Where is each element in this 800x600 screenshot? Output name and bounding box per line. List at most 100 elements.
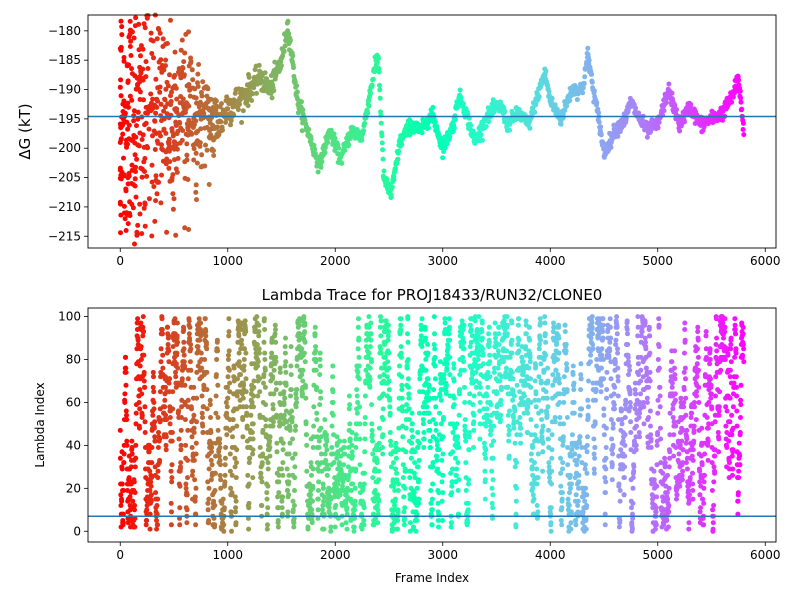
data-point	[155, 475, 161, 481]
data-point	[174, 106, 180, 112]
data-point	[182, 417, 188, 423]
data-point	[144, 173, 150, 179]
data-point	[423, 335, 428, 341]
y-tick-label: −205	[48, 171, 81, 185]
data-point	[194, 129, 200, 135]
data-point	[366, 324, 372, 330]
data-point	[527, 125, 533, 131]
data-point	[357, 462, 363, 468]
data-point	[265, 505, 271, 511]
data-point	[519, 354, 525, 360]
data-point	[124, 62, 130, 68]
data-point	[185, 427, 191, 433]
data-point	[151, 55, 156, 61]
data-point	[213, 393, 219, 399]
data-point	[551, 320, 556, 326]
data-point	[302, 322, 308, 328]
data-point	[249, 98, 255, 103]
data-point	[589, 324, 595, 330]
data-point	[432, 354, 438, 360]
data-point	[434, 442, 440, 448]
data-point	[316, 479, 322, 485]
data-point	[430, 417, 436, 423]
data-point	[136, 143, 142, 149]
data-point	[294, 83, 300, 89]
data-point	[317, 402, 323, 408]
data-point	[558, 455, 563, 461]
data-point	[188, 367, 194, 373]
data-point	[425, 342, 431, 347]
data-point	[539, 417, 545, 423]
data-point	[618, 447, 624, 453]
data-point	[398, 322, 404, 328]
data-point	[158, 200, 164, 206]
data-point	[509, 350, 515, 356]
data-point	[369, 421, 375, 427]
data-point	[532, 460, 537, 466]
data-point	[330, 400, 336, 405]
data-point	[167, 376, 173, 382]
data-point	[369, 82, 375, 88]
data-point	[402, 485, 408, 491]
data-point	[585, 404, 591, 410]
data-point	[354, 387, 360, 393]
data-point	[158, 57, 164, 63]
data-point	[394, 470, 400, 476]
data-point	[394, 526, 400, 532]
data-point	[179, 404, 185, 410]
data-point	[173, 374, 179, 380]
data-point	[117, 165, 123, 171]
data-point	[538, 380, 544, 386]
y-tick-label: −190	[48, 83, 81, 97]
data-point	[123, 365, 129, 371]
data-point	[622, 415, 628, 420]
data-point	[378, 350, 384, 356]
data-point	[738, 95, 744, 101]
data-point	[532, 432, 538, 438]
data-point	[204, 406, 210, 412]
data-point	[121, 55, 127, 60]
data-point	[154, 503, 160, 508]
data-point	[278, 63, 284, 69]
data-point	[533, 391, 539, 397]
data-point	[434, 457, 440, 463]
data-point	[183, 481, 189, 487]
data-point	[356, 363, 362, 369]
data-point	[138, 70, 144, 76]
data-point	[152, 218, 158, 224]
data-point	[204, 342, 209, 347]
data-point	[458, 94, 464, 100]
data-point	[359, 526, 365, 532]
data-point	[193, 511, 199, 517]
data-point	[240, 395, 246, 401]
data-point	[498, 397, 504, 403]
data-point	[417, 372, 423, 378]
data-point	[420, 417, 426, 423]
data-point	[615, 374, 621, 380]
data-point	[163, 434, 169, 440]
data-point	[205, 86, 211, 92]
data-point	[254, 314, 260, 320]
y-tick: −210	[48, 200, 88, 214]
data-point	[246, 505, 252, 511]
data-point	[604, 395, 609, 401]
data-point	[507, 354, 513, 360]
data-point	[380, 406, 386, 412]
data-point	[151, 406, 157, 412]
data-point	[404, 402, 410, 408]
data-point	[485, 369, 491, 375]
data-point	[200, 79, 206, 85]
data-point	[598, 382, 604, 388]
data-point	[368, 331, 374, 337]
data-point	[406, 417, 412, 423]
data-point	[180, 96, 186, 102]
data-point	[603, 479, 609, 485]
data-point	[225, 374, 231, 380]
data-point	[155, 496, 161, 502]
data-point	[585, 434, 590, 440]
data-point	[259, 460, 265, 466]
data-point	[586, 378, 591, 384]
data-point	[137, 406, 143, 412]
data-point	[506, 438, 512, 444]
data-point	[257, 445, 263, 450]
